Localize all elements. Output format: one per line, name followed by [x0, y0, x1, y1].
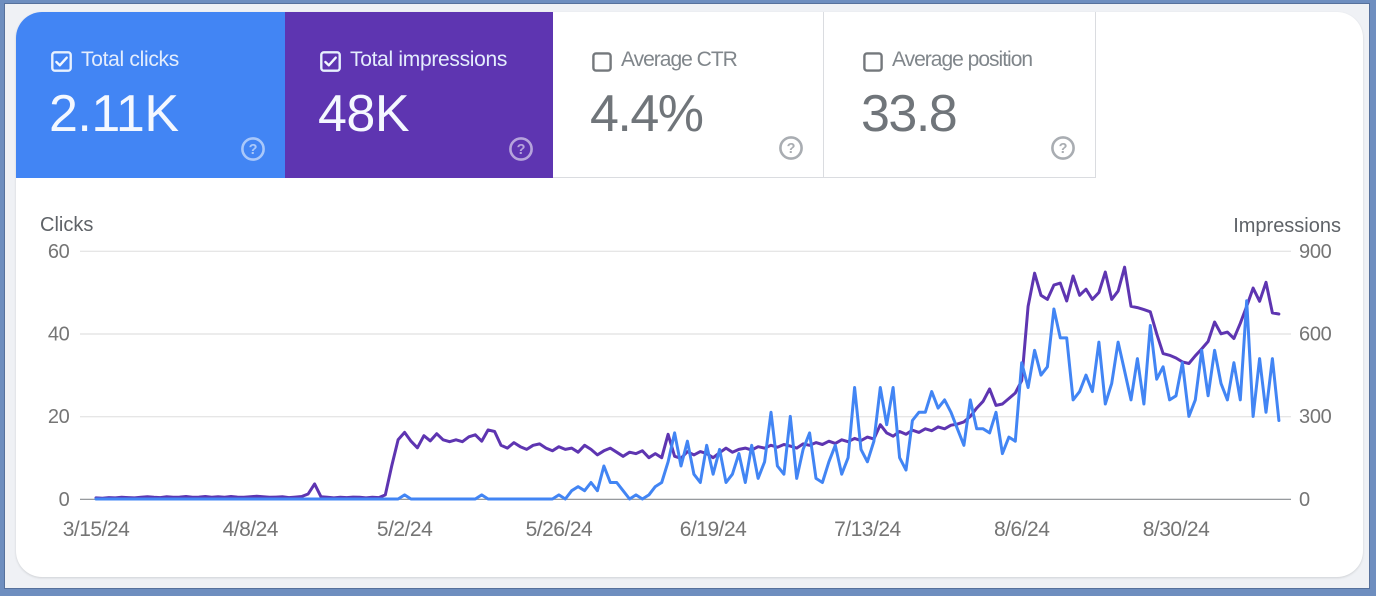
svg-text:5/2/24: 5/2/24	[377, 518, 433, 541]
svg-text:8/30/24: 8/30/24	[1143, 518, 1210, 541]
svg-text:?: ?	[249, 142, 258, 158]
svg-text:20: 20	[48, 406, 70, 428]
svg-text:Impressions: Impressions	[1233, 215, 1341, 237]
svg-text:600: 600	[1299, 324, 1332, 346]
svg-text:7/13/24: 7/13/24	[834, 518, 901, 541]
svg-text:?: ?	[517, 142, 526, 158]
svg-text:0: 0	[1299, 489, 1310, 511]
svg-text:40: 40	[48, 324, 70, 346]
svg-text:0: 0	[59, 489, 70, 511]
svg-text:?: ?	[787, 141, 796, 157]
svg-text:4/8/24: 4/8/24	[223, 518, 279, 541]
svg-text:3/15/24: 3/15/24	[63, 518, 130, 541]
svg-text:300: 300	[1299, 406, 1332, 428]
svg-text:Clicks: Clicks	[40, 214, 93, 236]
svg-text:60: 60	[48, 241, 70, 263]
svg-text:8/6/24: 8/6/24	[994, 518, 1050, 541]
svg-text:?: ?	[1059, 141, 1068, 157]
svg-text:900: 900	[1299, 241, 1332, 263]
svg-text:6/19/24: 6/19/24	[680, 518, 747, 541]
svg-text:5/26/24: 5/26/24	[526, 518, 593, 541]
